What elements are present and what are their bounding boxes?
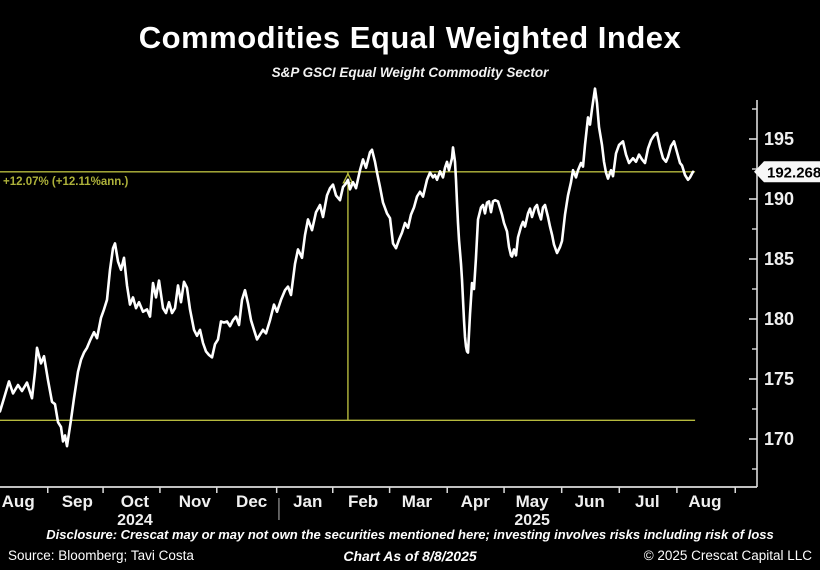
last-price-label: 192.2683 — [767, 164, 820, 181]
x-axis-month-label: Dec — [236, 492, 267, 511]
x-axis-month-label: Nov — [179, 492, 212, 511]
y-axis-tick-label: 195 — [764, 129, 794, 149]
price-line — [0, 87, 695, 448]
copyright-text: © 2025 Crescat Capital LLC — [643, 548, 812, 563]
x-axis-month-label: Aug — [688, 492, 721, 511]
gain-label: +12.07% (+12.11%ann.) — [3, 176, 128, 188]
x-axis-month-label: Mar — [402, 492, 433, 511]
source-text: Source: Bloomberg; Tavi Costa — [8, 548, 194, 563]
chart-title: Commodities Equal Weighted Index — [138, 20, 682, 55]
y-axis-tick-label: 170 — [764, 429, 794, 449]
chart-subtitle: S&P GSCI Equal Weight Commodity Sector — [271, 65, 549, 80]
y-axis-tick-label: 190 — [764, 189, 794, 209]
x-axis-month-label: Sep — [62, 492, 93, 511]
x-axis-month-label: Apr — [461, 492, 491, 511]
x-axis-month-label: Jan — [293, 492, 322, 511]
disclosure-text: Disclosure: Crescat may or may not own t… — [46, 527, 774, 542]
x-axis-month-label: Oct — [121, 492, 150, 511]
y-axis-tick-label: 175 — [764, 369, 794, 389]
y-axis-tick-label: 185 — [764, 249, 794, 269]
x-axis-month-label: May — [516, 492, 550, 511]
x-axis-month-label: Aug — [2, 492, 35, 511]
y-axis-tick-label: 180 — [764, 309, 794, 329]
x-axis-year-label: 2025 — [514, 512, 550, 529]
x-axis-month-label: Jun — [575, 492, 605, 511]
as-of-text: Chart As of 8/8/2025 — [343, 548, 477, 564]
x-axis-month-label: Feb — [348, 492, 378, 511]
x-axis-month-label: Jul — [635, 492, 660, 511]
x-axis-year-label: 2024 — [117, 512, 153, 529]
last-price-badge — [754, 161, 820, 183]
